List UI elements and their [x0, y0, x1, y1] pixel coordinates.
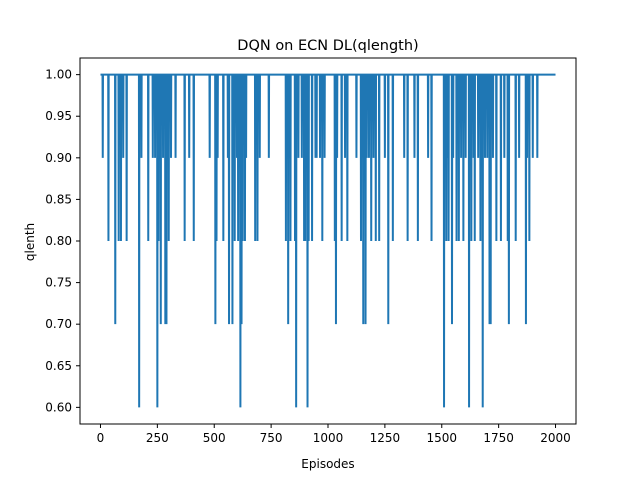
- x-tick-label: 1750: [483, 431, 514, 445]
- y-tick-label: 0.75: [45, 276, 72, 290]
- y-tick-label: 0.95: [45, 109, 72, 123]
- chart-title: DQN on ECN DL(qlength): [237, 38, 418, 54]
- y-tick-label: 0.85: [45, 192, 72, 206]
- y-tick-label: 1.00: [45, 68, 72, 82]
- y-tick-label: 0.80: [45, 234, 72, 248]
- x-tick-label: 500: [203, 431, 226, 445]
- x-tick-label: 1000: [313, 431, 344, 445]
- series-line-qlength: [100, 73, 556, 408]
- x-tick-label: 750: [260, 431, 283, 445]
- y-axis-label: qlenth: [23, 223, 37, 261]
- x-tick-label: 0: [97, 431, 105, 445]
- x-axis-ticks: 0 250 500 750 1000 1250 1500 1750 2000: [97, 424, 571, 445]
- y-tick-label: 0.90: [45, 151, 72, 165]
- x-axis-label: Episodes: [301, 457, 354, 471]
- series-layer: [100, 73, 556, 408]
- y-tick-label: 0.70: [45, 317, 72, 331]
- x-tick-label: 250: [146, 431, 169, 445]
- y-tick-label: 0.65: [45, 359, 72, 373]
- x-tick-label: 2000: [540, 431, 571, 445]
- x-tick-label: 1500: [426, 431, 457, 445]
- y-tick-label: 0.60: [45, 400, 72, 414]
- x-tick-label: 1250: [370, 431, 401, 445]
- y-axis-ticks: 0.60 0.65 0.70 0.75 0.80 0.85 0.90 0.95 1.00: [45, 68, 80, 414]
